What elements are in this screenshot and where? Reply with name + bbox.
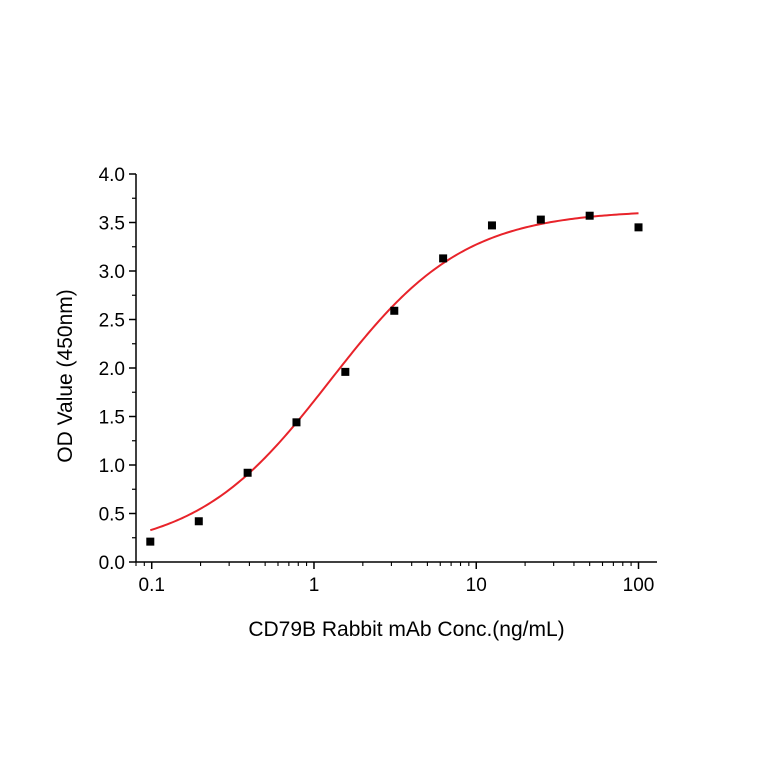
data-point (585, 211, 594, 220)
y-tick-label: 2.5 (99, 311, 125, 332)
x-tick-label: 10 (466, 575, 487, 596)
y-tick-label: 2.0 (99, 359, 125, 380)
y-tick-label: 3.0 (99, 262, 125, 283)
data-point (487, 221, 496, 230)
data-point (390, 306, 399, 315)
data-point (439, 254, 448, 263)
data-point (194, 517, 203, 526)
y-tick-label: 0.5 (99, 505, 125, 526)
x-tick-label: 0.1 (139, 575, 165, 596)
x-axis-title: CD79B Rabbit mAb Conc.(ng/mL) (248, 618, 564, 641)
y-tick-label: 4.0 (99, 165, 125, 186)
data-point (243, 468, 252, 477)
y-tick-label: 0.0 (99, 553, 125, 574)
y-tick-label: 1.5 (99, 408, 125, 429)
y-tick-label: 1.0 (99, 456, 125, 477)
data-point (292, 418, 301, 427)
x-tick-label: 100 (623, 575, 655, 596)
data-point (634, 223, 643, 232)
data-point (341, 367, 350, 376)
data-point (146, 537, 155, 546)
fit-curve-line (150, 212, 639, 532)
y-axis-title: OD Value (450nm) (54, 289, 77, 463)
data-point (536, 215, 545, 224)
axes: 0.0 0.5 1.0 1.5 2.0 2.5 3.0 3.5 4.0 0.1 1 10 100 (99, 165, 657, 596)
y-tick-label: 3.5 (99, 214, 125, 235)
data-points-layer (146, 211, 643, 546)
fit-curve-layer (150, 212, 639, 532)
x-tick-label: 1 (309, 575, 320, 596)
